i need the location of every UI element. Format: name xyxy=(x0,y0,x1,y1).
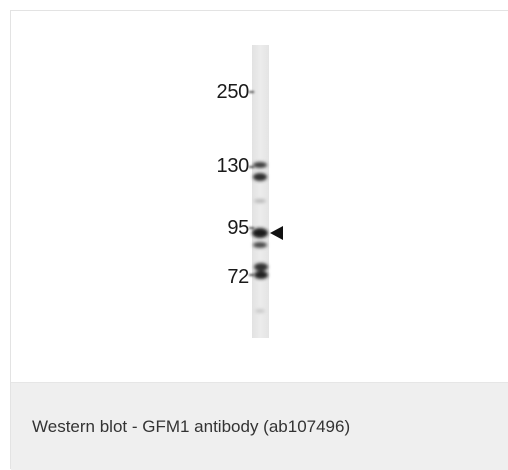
marker-label-130: 130 xyxy=(216,155,250,177)
blot-band xyxy=(253,242,267,248)
blot-band xyxy=(254,263,268,271)
figure-caption: Western blot - GFM1 antibody (ab107496) xyxy=(32,417,351,436)
blot-band xyxy=(254,271,268,279)
blot-lane xyxy=(252,45,269,338)
marker-label-72: 72 xyxy=(227,266,249,288)
marker-label-250: 250 xyxy=(216,81,250,103)
blot-band xyxy=(255,309,265,313)
marker-label-95: 95 xyxy=(227,217,249,239)
blot-band xyxy=(252,228,268,238)
caption-bar: Western blot - GFM1 antibody (ab107496) xyxy=(11,382,508,470)
left-pointing-triangle-icon xyxy=(270,226,283,240)
blot-graphic xyxy=(249,45,283,338)
blot-band xyxy=(254,199,266,203)
blot-band xyxy=(253,173,267,181)
blot-band xyxy=(253,162,267,168)
western-blot-image: 250 130 95 72 xyxy=(11,11,508,382)
figure-card: 250 130 95 72 Western blot - GFM1 antibo… xyxy=(10,10,508,470)
